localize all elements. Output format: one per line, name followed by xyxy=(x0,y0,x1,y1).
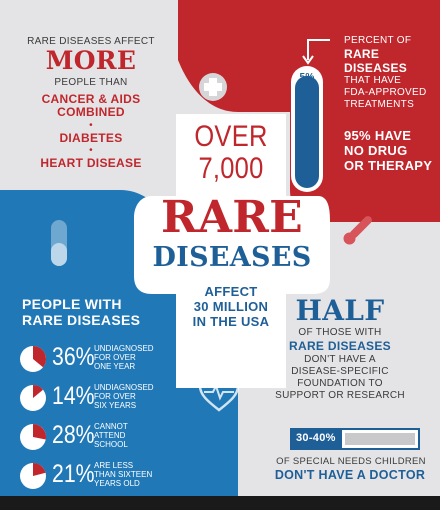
stat-description-line: THAN SIXTEEN xyxy=(94,470,153,479)
foundation-line2: DISEASE-SPECIFIC xyxy=(291,366,389,377)
percent-of-line2: RARE DISEASES xyxy=(344,47,408,75)
no-therapy-line2: NO DRUG xyxy=(344,143,408,158)
center-cross xyxy=(134,114,330,388)
medical-cross-icon xyxy=(199,73,227,101)
stat-description: UNDIAGNOSED FOR OVER SIX YEARS xyxy=(94,383,154,410)
stat-pie-icon xyxy=(20,385,46,411)
blue-panel xyxy=(0,190,238,510)
affect-30-million: AFFECT 30 MILLION IN THE USA xyxy=(176,284,286,329)
stat-description-line: ATTEND xyxy=(94,431,126,440)
disease-count: 7,000 xyxy=(198,152,264,185)
no-doctor-line: DON'T HAVE A DOCTOR xyxy=(274,468,426,482)
stat-value: 36% xyxy=(52,343,95,371)
stat-description: CANNOT ATTEND SCHOOL xyxy=(94,422,128,449)
stat-description-line: YEARS OLD xyxy=(94,479,140,488)
stat-row: 21% ARE LESS THAN SIXTEEN YEARS OLD xyxy=(0,459,200,493)
people-with-line2: RARE DISEASES xyxy=(22,312,141,328)
stat-row: 28% CANNOT ATTEND SCHOOL xyxy=(0,420,200,454)
stat-description-line: CANNOT xyxy=(94,422,128,431)
rare-heading: RARE xyxy=(160,192,303,243)
pill-capsule-icon xyxy=(51,220,67,266)
test-tube-vial xyxy=(291,66,323,192)
bullet-dot-2: • xyxy=(89,145,93,156)
doctor-access-bar-label: 30-40% xyxy=(296,432,336,444)
percent-of-label: PERCENT OF RARE DISEASES THAT HAVE FDA-A… xyxy=(344,35,440,111)
bullet-dot-1: • xyxy=(89,120,93,131)
affect-intro: RARE DISEASES AFFECT xyxy=(27,36,155,47)
comparison-cancer-aids-line2: COMBINED xyxy=(57,105,125,119)
affect-line1: AFFECT xyxy=(204,284,258,299)
doctor-access-bar xyxy=(290,428,420,450)
affect-line2: 30 MILLION xyxy=(193,299,269,314)
vial-percent: 5% xyxy=(299,72,315,83)
heartbeat-icon xyxy=(198,375,240,412)
stat-description: UNDIAGNOSED FOR OVER ONE YEAR xyxy=(94,344,154,371)
no-therapy-line1: 95% HAVE xyxy=(344,128,412,143)
percent-of-line4: FDA-APPROVED xyxy=(344,87,427,98)
stat-pie-slice xyxy=(33,346,47,368)
doctor-access-bar-empty xyxy=(345,433,415,445)
people-than: PEOPLE THAN xyxy=(54,77,128,88)
percent-of-line1: PERCENT OF xyxy=(344,35,412,46)
diseases-heading: DISEASES xyxy=(152,242,312,273)
stat-pie-icon xyxy=(20,463,46,489)
doctor-access-bar-fill xyxy=(292,430,342,448)
half-of-those-line: OF THOSE WITH xyxy=(298,327,382,338)
stat-row: 36% UNDIAGNOSED FOR OVER ONE YEAR xyxy=(0,342,200,376)
stat-description-line: SIX YEARS xyxy=(94,401,137,410)
stat-description-line: SCHOOL xyxy=(94,440,128,449)
comparison-cancer-aids: CANCER & AIDS COMBINED xyxy=(16,93,166,119)
stat-value: 28% xyxy=(52,421,95,449)
comparison-diabetes: DIABETES xyxy=(59,131,123,145)
stat-description: ARE LESS THAN SIXTEEN YEARS OLD xyxy=(94,461,152,488)
vial-fill xyxy=(295,75,319,188)
half-rare-diseases-line: RARE DISEASES xyxy=(289,339,391,353)
arrow-down-icon xyxy=(302,39,330,65)
people-with-line1: PEOPLE WITH xyxy=(22,296,122,312)
stat-description-line: ONE YEAR xyxy=(94,362,136,371)
over-label: OVER xyxy=(194,120,268,153)
foundation-line4: SUPPORT OR RESEARCH xyxy=(275,390,405,401)
foundation-line3: FOUNDATION TO xyxy=(297,378,383,389)
comparison-heart-disease: HEART DISEASE xyxy=(40,156,142,170)
percent-of-line3: THAT HAVE xyxy=(344,75,402,86)
stat-description-line: ARE LESS xyxy=(94,461,134,470)
stat-pie-slice xyxy=(33,424,47,440)
no-therapy-line3: OR THERAPY xyxy=(344,158,433,173)
stat-description-line: UNDIAGNOSED xyxy=(94,344,154,353)
stat-value: 21% xyxy=(52,460,95,488)
stat-pie-icon xyxy=(20,346,47,372)
thermometer-icon xyxy=(343,216,372,245)
stat-description-line: FOR OVER xyxy=(94,353,136,362)
foundation-text: DON'T HAVE A DISEASE-SPECIFIC FOUNDATION… xyxy=(262,354,418,402)
stat-row: 14% UNDIAGNOSED FOR OVER SIX YEARS xyxy=(0,381,200,415)
stat-description-line: FOR OVER xyxy=(94,392,136,401)
people-with-title: PEOPLE WITH RARE DISEASES xyxy=(22,296,172,328)
percent-of-line5: TREATMENTS xyxy=(344,99,415,110)
stat-pie-slice xyxy=(33,385,44,398)
affect-line3: IN THE USA xyxy=(192,314,270,329)
stat-pie-icon xyxy=(20,424,47,450)
foundation-line1: DON'T HAVE A xyxy=(304,354,376,365)
no-therapy-stat: 95% HAVE NO DRUG OR THERAPY xyxy=(344,128,440,173)
more-heading: MORE xyxy=(45,46,137,75)
comparison-cancer-aids-line1: CANCER & AIDS xyxy=(41,92,141,106)
stat-value: 14% xyxy=(52,382,95,410)
special-needs-line: OF SPECIAL NEEDS CHILDREN xyxy=(276,456,426,467)
stat-description-line: UNDIAGNOSED xyxy=(94,383,154,392)
half-heading: HALF xyxy=(295,294,385,327)
stat-pie-slice xyxy=(33,463,46,476)
